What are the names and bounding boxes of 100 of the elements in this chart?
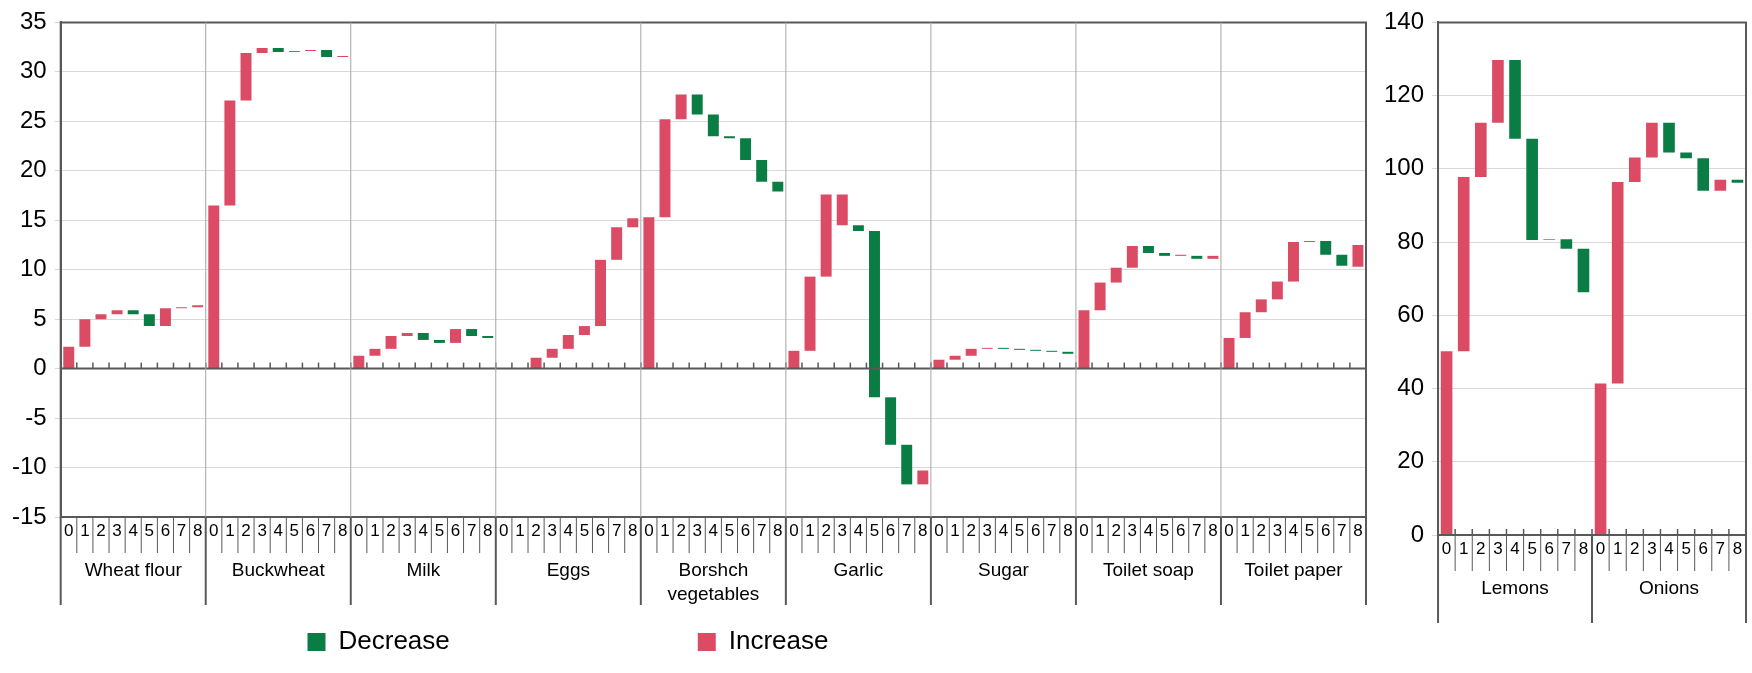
x-tick-label: 2: [1111, 520, 1121, 540]
bar: [1714, 179, 1727, 191]
x-tick-label: 5: [579, 520, 590, 540]
x-tick-label: 6: [1030, 520, 1041, 540]
x-tick-label: 8: [192, 520, 203, 540]
bar: [740, 138, 752, 160]
bar: [224, 100, 236, 206]
x-tick-label: 7: [1192, 520, 1202, 540]
x-tick-label: 6: [1175, 520, 1186, 540]
x-tick-label: 8: [1578, 538, 1589, 558]
text: Onions: [1638, 577, 1700, 599]
bar: [369, 348, 381, 356]
x-tick-label: 5: [724, 520, 735, 540]
bar: [756, 159, 768, 182]
x-tick-label: 0: [644, 520, 654, 540]
bar: [901, 444, 913, 485]
text: Eggs: [546, 559, 590, 581]
x-tick-label: 1: [80, 520, 90, 540]
bar: [1611, 182, 1624, 384]
bar: [1239, 312, 1251, 338]
x-tick-label: 0: [499, 520, 509, 540]
bar: [385, 335, 397, 349]
bar: [1320, 241, 1332, 255]
text: Lemons: [1481, 577, 1549, 599]
x-tick-label: 0: [789, 520, 799, 540]
x-tick-label: 8: [1208, 520, 1218, 540]
bar: [417, 333, 429, 340]
y-tick-label: 140: [1384, 7, 1425, 35]
y-tick-label: 25: [19, 105, 47, 133]
x-tick-label: 3: [1127, 520, 1138, 540]
bar: [127, 310, 139, 315]
x-tick-label: 3: [112, 520, 122, 540]
x-tick-label: 0: [934, 520, 944, 540]
x-tick-label: 4: [853, 520, 864, 540]
x-tick-label: 4: [128, 520, 138, 540]
x-tick-label: 4: [708, 520, 719, 540]
bar: [321, 50, 333, 58]
y-tick-label: 120: [1384, 80, 1425, 108]
x-tick-label: 3: [982, 520, 993, 540]
x-tick-label: 3: [1647, 538, 1657, 558]
bar: [1526, 138, 1538, 240]
x-tick-label: 3: [402, 520, 412, 540]
x-tick-label: 2: [386, 520, 396, 540]
x-tick-label: 5: [869, 520, 880, 540]
bar: [401, 333, 413, 336]
x-tick-label: 6: [305, 520, 316, 540]
x-tick-label: 1: [1612, 538, 1623, 558]
x-tick-label: 3: [692, 520, 702, 540]
x-tick-label: 7: [1561, 538, 1572, 558]
bar: [1646, 122, 1658, 158]
x-tick-label: 6: [740, 520, 751, 540]
x-tick-label: 0: [1224, 520, 1234, 540]
x-tick-label: 7: [1337, 520, 1347, 540]
bar: [95, 314, 107, 320]
x-tick-label: 1: [805, 520, 815, 540]
x-tick-label: 1: [660, 520, 670, 540]
y-tick-label: 40: [1397, 373, 1425, 401]
x-tick-label: 5: [1681, 538, 1691, 558]
x-tick-label: 7: [466, 520, 477, 540]
x-tick-label: 0: [1441, 538, 1452, 558]
bar: [1731, 179, 1744, 183]
bar: [111, 310, 123, 315]
bar: [1697, 158, 1710, 191]
x-tick-label: 5: [144, 520, 155, 540]
bar: [1142, 245, 1154, 253]
x-tick-label: 3: [257, 520, 267, 540]
x-tick-label: 5: [1159, 520, 1170, 540]
bar: [933, 359, 945, 369]
x-tick-label: 5: [1014, 520, 1025, 540]
x-tick-label: 3: [547, 520, 557, 540]
y-tick-label: 35: [19, 7, 47, 35]
bar: [595, 259, 607, 327]
x-tick-label: 7: [176, 520, 187, 540]
x-tick-label: 0: [354, 520, 364, 540]
bar: [1352, 244, 1364, 267]
bar: [675, 94, 687, 120]
bar: [450, 329, 461, 343]
x-tick-label: 1: [1458, 538, 1469, 558]
x-tick-label: 1: [1095, 520, 1105, 540]
legend-label: Increase: [728, 625, 1063, 656]
y-tick-label: 15: [19, 204, 47, 232]
bar: [1207, 255, 1219, 259]
x-tick-label: 4: [1143, 520, 1154, 540]
x-tick-label: 7: [901, 520, 912, 540]
bar: [143, 314, 155, 327]
bar: [820, 194, 832, 277]
x-tick-label: 5: [1304, 520, 1315, 540]
y-tick-label: -5: [25, 402, 47, 430]
text: Milk: [406, 559, 441, 581]
x-tick-label: 0: [1079, 520, 1089, 540]
y-tick-label: 100: [1384, 153, 1425, 181]
bar: [836, 194, 848, 226]
x-tick-label: 8: [773, 520, 783, 540]
bar: [627, 218, 639, 228]
bar: [965, 348, 977, 356]
bar: [611, 227, 623, 260]
x-tick-label: 6: [160, 520, 171, 540]
x-tick-label: 6: [450, 520, 461, 540]
x-tick-label: 4: [1288, 520, 1299, 540]
x-tick-label: 4: [563, 520, 574, 540]
